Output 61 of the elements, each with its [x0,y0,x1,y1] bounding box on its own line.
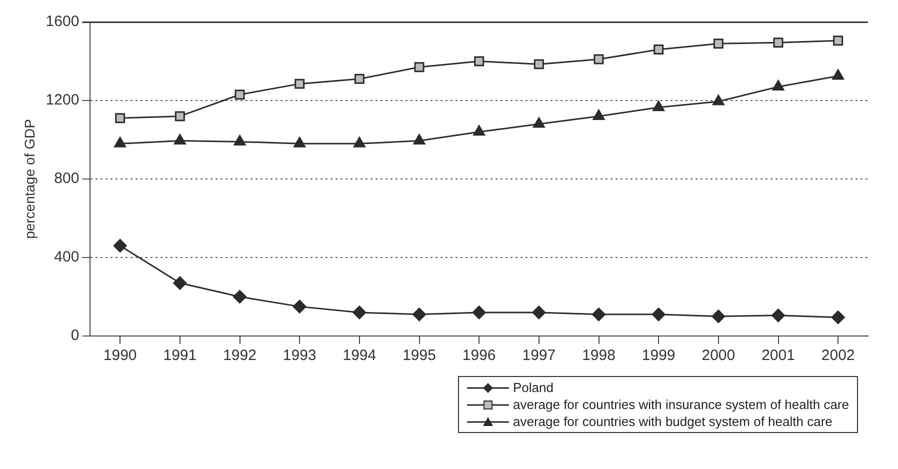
point [832,69,844,80]
point [234,90,245,100]
point [115,113,126,124]
point [473,125,486,136]
point [654,44,664,54]
point [594,54,604,64]
y-tick-label: 0 [70,327,80,344]
point [712,94,724,106]
point [472,306,486,320]
point [174,134,186,144]
x-tick-label: 2000 [702,347,736,364]
x-tick-label: 1990 [103,347,137,364]
x-tick-label: 2001 [762,347,795,364]
x-tick-label: 1998 [582,347,616,364]
x-tick-label: 1996 [462,347,496,364]
point [831,310,845,324]
point [713,38,724,49]
point [772,80,784,91]
point [412,308,426,322]
x-tick-label: 1992 [223,347,256,364]
x-tick-label: 1993 [282,347,316,364]
x-tick-label: 1991 [163,347,197,364]
point [592,109,605,120]
x-tick-label: 1999 [642,347,676,364]
point [294,136,306,148]
point [592,308,606,322]
point [474,56,484,66]
point [712,310,726,324]
point [772,308,785,322]
x-tick-label: 2002 [821,347,855,364]
point [234,134,246,146]
y-tick-label: 400 [54,248,80,266]
point [114,136,126,148]
point [233,290,246,304]
point [353,136,366,148]
y-tick-label: 1200 [46,92,80,109]
point [413,134,426,144]
point [652,100,665,112]
point [534,59,544,70]
legend-label: Poland [512,379,554,396]
point [173,276,187,290]
legend-label: average for countries with budget system of health care [512,413,832,430]
point [294,78,305,89]
y-tick-label: 800 [54,170,80,188]
y-axis-title: percentage of GDP [21,119,38,239]
x-tick-label: 1994 [342,347,376,364]
point [352,306,366,320]
point [833,36,844,46]
point [532,117,545,128]
x-tick-label: 1997 [522,347,556,364]
point [652,308,666,322]
point [174,111,185,122]
x-tick-label: 1995 [402,347,436,364]
point [414,62,424,72]
point [113,238,127,252]
point [773,38,784,48]
point [354,74,364,84]
legend-label: average for countries with insurance system of health care [512,396,849,413]
y-tick-label: 1600 [46,13,80,30]
point [292,300,306,314]
point [532,306,546,320]
